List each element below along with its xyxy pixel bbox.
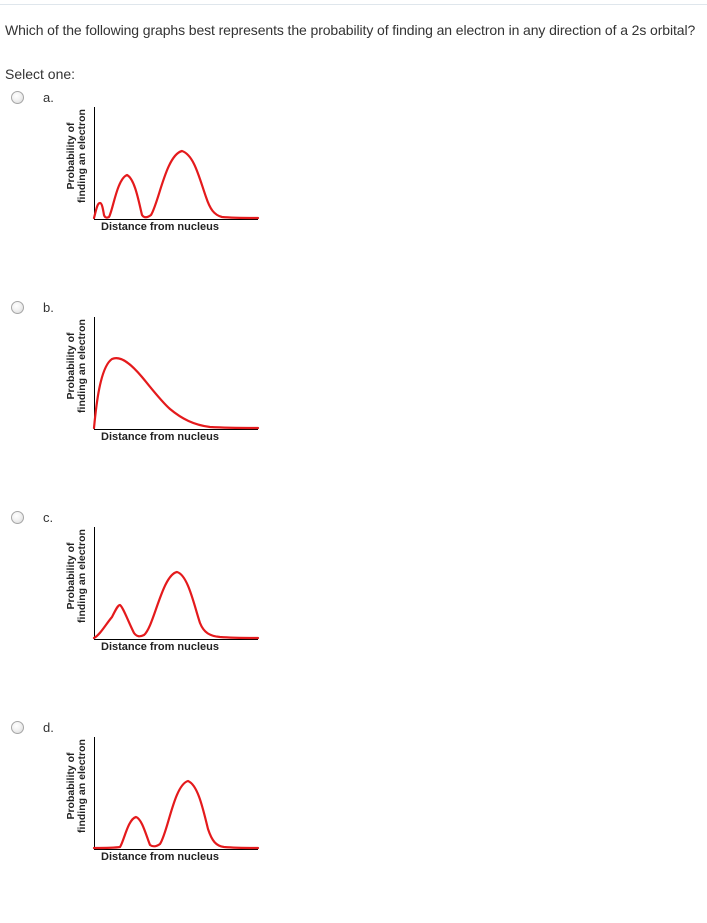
option-c-graph: Probability of finding an electron Distan…	[58, 527, 263, 677]
option-a-letter: a.	[43, 90, 54, 105]
option-b-radio[interactable]	[11, 301, 24, 314]
option-d-plot	[92, 737, 260, 850]
option-b-graph: Probability of finding an electron Distan…	[58, 317, 263, 467]
option-c-radio[interactable]	[11, 511, 24, 524]
option-a-radio[interactable]	[11, 91, 24, 104]
option-d[interactable]: d. Probability of finding an electron Dis…	[0, 718, 707, 923]
question-text: Which of the following graphs best repre…	[5, 22, 696, 38]
option-d-radio[interactable]	[11, 721, 24, 734]
option-d-xlabel: Distance from nucleus	[101, 851, 219, 863]
option-a-graph: Probability of finding an electron Distan…	[58, 107, 263, 257]
option-b-letter: b.	[43, 300, 54, 315]
probability-curve	[92, 570, 260, 640]
option-b[interactable]: b. Probability of finding an electron Dis…	[0, 298, 707, 503]
option-c-xlabel: Distance from nucleus	[101, 641, 219, 653]
option-d-letter: d.	[43, 720, 54, 735]
top-divider	[0, 4, 707, 5]
option-b-xlabel: Distance from nucleus	[101, 431, 219, 443]
option-a-xlabel: Distance from nucleus	[101, 221, 219, 233]
option-c[interactable]: c. Probability of finding an electron Dis…	[0, 508, 707, 713]
select-one-label: Select one:	[5, 66, 76, 82]
probability-curve	[92, 149, 260, 220]
option-a[interactable]: a. Probability of finding an electron Dis…	[0, 88, 707, 293]
option-b-plot	[92, 317, 260, 430]
option-a-plot	[92, 107, 260, 220]
probability-curve	[92, 779, 260, 850]
option-c-plot	[92, 527, 260, 640]
option-c-letter: c.	[43, 510, 54, 525]
probability-curve	[92, 357, 260, 430]
option-d-graph: Probability of finding an electron Distan…	[58, 737, 263, 887]
